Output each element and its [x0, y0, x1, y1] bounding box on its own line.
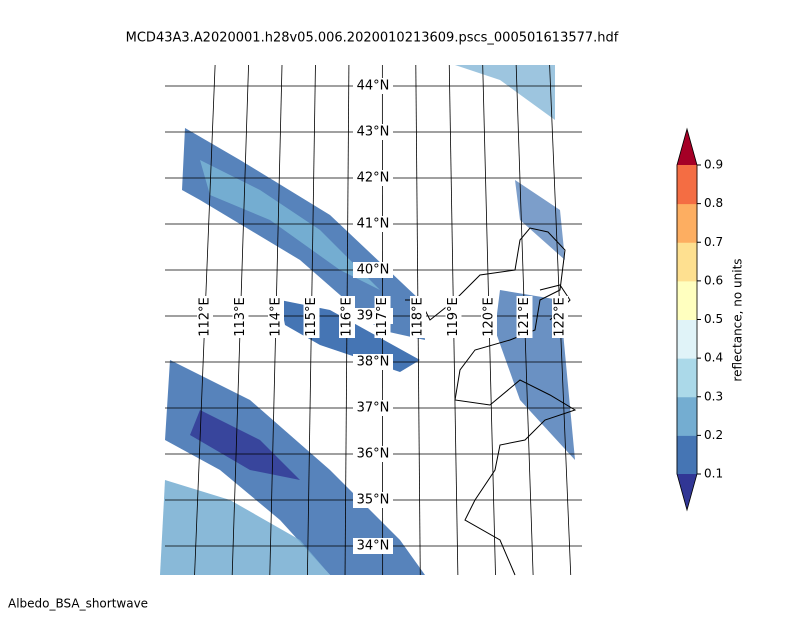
- lat-label: 42°N: [357, 171, 390, 186]
- colorbar-tick-label: 0.8: [704, 196, 723, 210]
- colorbar-tick-label: 0.6: [704, 273, 723, 287]
- lon-label: 117°E: [375, 297, 390, 337]
- lon-label-bg: [303, 296, 320, 338]
- lon-label-bg: [232, 296, 249, 338]
- lat-label-bg: [353, 78, 393, 94]
- lat-label: 44°N: [357, 79, 390, 94]
- colorbar-under: [677, 474, 697, 510]
- lon-label-bg: [197, 296, 213, 338]
- lat-label-bg: [353, 354, 393, 370]
- colorbar-tick-label: 0.5: [704, 312, 723, 326]
- imagery: [160, 65, 577, 576]
- lat-label-bg: [353, 446, 393, 462]
- lon-label: 120°E: [482, 297, 497, 337]
- colorbar-segment: [676, 319, 698, 359]
- lon-label: 112°E: [198, 297, 213, 337]
- colorbar-tick-label: 0.9: [704, 158, 723, 172]
- lat-label-bg: [353, 492, 393, 508]
- lat-label: 40°N: [357, 263, 390, 278]
- lon-label: 116°E: [340, 297, 355, 337]
- lat-label: 34°N: [357, 539, 390, 554]
- colorbar-segment: [676, 164, 698, 205]
- colorbar-label: reflectance, no units: [731, 258, 745, 381]
- lat-label-bg: [353, 262, 393, 278]
- lon-label-bg: [445, 296, 462, 338]
- graticule: 44°N43°N42°N41°N40°N39°N38°N37°N36°N35°N…: [165, 64, 582, 576]
- title: MCD43A3.A2020001.h28v05.006.202001021360…: [126, 31, 619, 46]
- lon-label-bg: [481, 296, 497, 338]
- colorbar-segment: [676, 203, 698, 243]
- colorbar-segment: [676, 434, 698, 475]
- lon-label: 114°E: [269, 297, 284, 337]
- lat-label: 41°N: [357, 217, 390, 232]
- colorbar-tick-label: 0.4: [704, 351, 723, 365]
- lon-label-bg: [410, 296, 426, 338]
- lon-label-bg: [339, 296, 355, 338]
- lon-label: 121°E: [517, 297, 532, 337]
- lon-label: 113°E: [233, 297, 248, 337]
- colorbar-over: [677, 129, 697, 165]
- colorbar-tick-label: 0.7: [704, 235, 723, 249]
- lon-label: 118°E: [411, 297, 426, 337]
- colorbar-tick-label: 0.2: [704, 428, 723, 442]
- lon-label: 115°E: [304, 297, 319, 337]
- colorbar-segment: [676, 280, 698, 320]
- lat-label-bg: [353, 124, 393, 140]
- lat-label: 36°N: [357, 447, 390, 462]
- lon-label: 119°E: [446, 297, 461, 337]
- lon-label-bg: [552, 296, 568, 338]
- lat-label: 35°N: [357, 493, 390, 508]
- colorbar-segment: [676, 396, 698, 436]
- lon-label-bg: [268, 296, 284, 338]
- lat-label: 37°N: [357, 401, 390, 416]
- footer: Albedo_BSA_shortwave: [8, 597, 148, 611]
- lat-label: 43°N: [357, 125, 390, 140]
- lat-label-bg: [353, 400, 393, 416]
- colorbar: 0.1 0.2 0.3 0.4 0.5 0.6 0.7 0.8 0.9: [676, 127, 723, 512]
- colorbar-tick-label: 0.1: [704, 467, 723, 481]
- lon-label-bg: [374, 296, 391, 338]
- colorbar-segment: [676, 357, 698, 398]
- lat-label-bg: [353, 538, 393, 554]
- lat-label-bg: [353, 216, 393, 232]
- colorbar-tick-label: 0.3: [704, 389, 723, 403]
- lat-label-bg: [353, 170, 393, 186]
- colorbar-segment: [676, 241, 698, 282]
- lon-label-bg: [516, 296, 533, 338]
- lat-label: 38°N: [357, 355, 390, 370]
- lon-label: 122°E: [553, 297, 568, 337]
